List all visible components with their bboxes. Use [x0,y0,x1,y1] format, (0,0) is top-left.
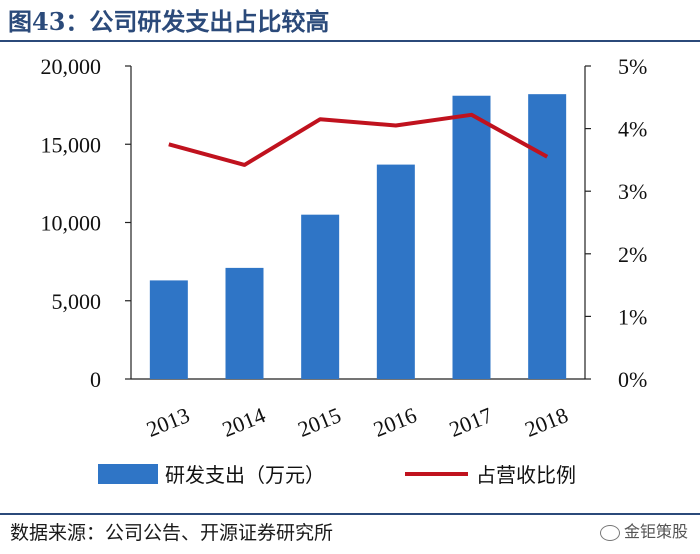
left-tick-label: 0 [90,367,101,392]
right-tick-label: 3% [618,179,647,204]
left-tick-label: 5,000 [52,289,102,314]
left-tick-label: 20,000 [41,54,102,79]
right-tick-label: 0% [618,367,647,392]
ratio-line [168,112,549,167]
legend-bar-swatch [98,464,158,484]
x-tick-label: 2013 [143,402,193,442]
x-tick-label: 2017 [446,402,496,442]
wechat-icon [599,524,620,541]
bar [452,95,491,380]
bar [376,164,415,379]
x-tick-label: 2016 [370,402,420,442]
watermark: 金钜策股 [599,518,688,542]
bar [225,267,264,379]
bar [301,214,340,379]
legend-bar-label: 研发支出（万元） [165,463,325,487]
right-tick-label: 2% [618,242,647,267]
legend-line-label: 占营收比例 [476,463,576,487]
left-tick-label: 10,000 [41,211,102,236]
footer-rule [0,513,700,515]
title-rule [0,40,700,42]
right-tick-label: 4% [618,117,647,142]
right-tick-label: 5% [618,54,647,79]
bar [528,94,567,380]
source-note: 数据来源：公司公告、开源证券研究所 [10,522,334,544]
figure-title: 图43：公司研发支出占比较高 [8,7,330,36]
right-tick-label: 1% [618,304,647,329]
bar [149,280,188,379]
x-tick-label: 2018 [521,402,571,442]
x-tick-label: 2015 [294,402,344,442]
left-tick-label: 15,000 [41,132,102,157]
chart: 0 5,000 10,000 15,000 20,000 0% 1% 2% 3% 4% 5% 201… [41,54,648,487]
watermark-text: 金钜策股 [623,522,688,541]
x-tick-label: 2014 [219,402,269,442]
